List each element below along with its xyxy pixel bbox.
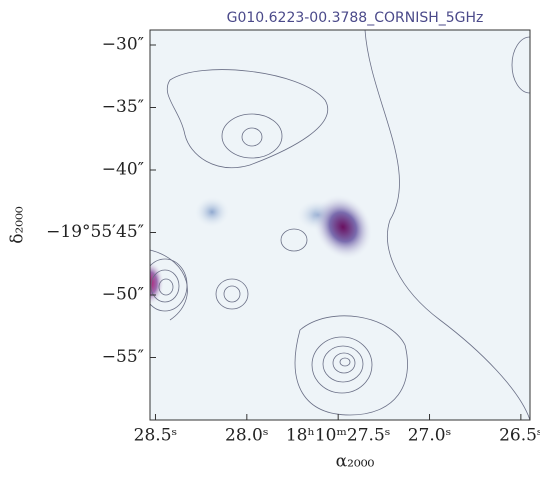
y-tick-label: −35″ — [102, 97, 144, 117]
image — [150, 29, 530, 420]
x-tick-label: 18ʰ10ᵐ27.5ˢ — [286, 426, 391, 446]
x-axis-label: α₂₀₀₀ — [336, 452, 375, 472]
x-tick-label: 27.0ˢ — [408, 426, 452, 446]
y-tick-label: −50″ — [102, 285, 144, 305]
y-tick-label: −40″ — [102, 160, 144, 180]
x-tick-label: 28.0ˢ — [225, 426, 269, 446]
x-tick-label: 28.5ˢ — [134, 426, 178, 446]
y-axis-label: δ₂₀₀₀ — [8, 206, 28, 244]
y-tick-label: −30″ — [102, 35, 144, 55]
chart-title: G010.6223-00.3788_CORNISH_5GHz — [227, 10, 484, 26]
y-tick-label: −19°55′45″ — [46, 222, 144, 242]
plot-frame — [149, 29, 531, 421]
y-tick-label: −55″ — [102, 347, 144, 367]
x-tick-label: 26.5ˢ — [499, 426, 540, 446]
